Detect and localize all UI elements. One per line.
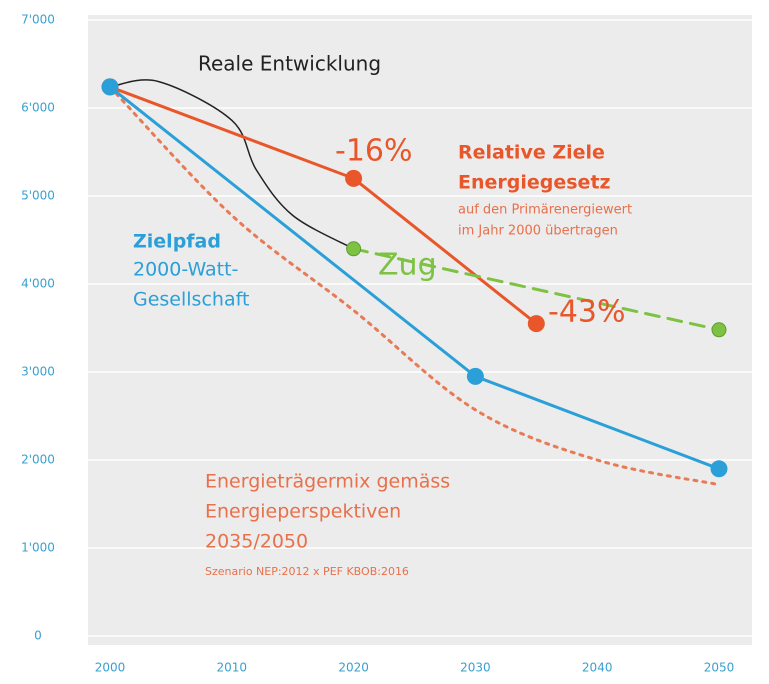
y-tick-label: 1'000 (21, 541, 55, 555)
x-tick-label: 2030 (460, 661, 491, 675)
x-tick-label: 2050 (704, 661, 735, 675)
data-point (101, 78, 119, 96)
series-label: Zielpfad (133, 231, 221, 253)
y-tick-label: 6'000 (21, 101, 55, 115)
series-label: Reale Entwicklung (198, 52, 381, 76)
annotation: im Jahr 2000 übertragen (458, 224, 618, 239)
data-point (527, 315, 545, 333)
series-line (352, 247, 721, 332)
x-tick-label: 2000 (95, 661, 126, 675)
plot-background (88, 15, 752, 645)
x-tick-label: 2010 (217, 661, 248, 675)
annotation: Energiegesetz (458, 172, 611, 194)
annotation: Energieträgermix gemäss (205, 471, 450, 493)
x-tick-label: 2040 (582, 661, 613, 675)
y-tick-label: 2'000 (21, 453, 55, 467)
annotation: -43% (548, 295, 626, 330)
series-label: Zug (378, 248, 437, 283)
y-tick-label: 3'000 (21, 365, 55, 379)
annotation: 2035/2050 (205, 531, 308, 553)
data-point (346, 241, 362, 257)
series-line (109, 79, 355, 250)
series-line (108, 85, 721, 487)
annotation: -16% (335, 134, 413, 169)
annotation: 2000-Watt- (133, 259, 238, 281)
annotation: Szenario NEP:2012 x PEF KBOB:2016 (205, 565, 409, 578)
y-tick-label: 0 (34, 629, 42, 643)
annotation: auf den Primärenergiewert (458, 203, 632, 218)
annotation: Energieperspektiven (205, 501, 401, 523)
data-point (710, 460, 728, 478)
data-point (466, 367, 484, 385)
annotation: Gesellschaft (133, 289, 249, 311)
annotation: Relative Ziele (458, 142, 605, 164)
data-point (345, 169, 363, 187)
data-point (711, 322, 727, 338)
x-tick-label: 2020 (338, 661, 369, 675)
y-tick-label: 4'000 (21, 277, 55, 291)
y-tick-label: 7'000 (21, 13, 55, 27)
y-tick-label: 5'000 (21, 189, 55, 203)
